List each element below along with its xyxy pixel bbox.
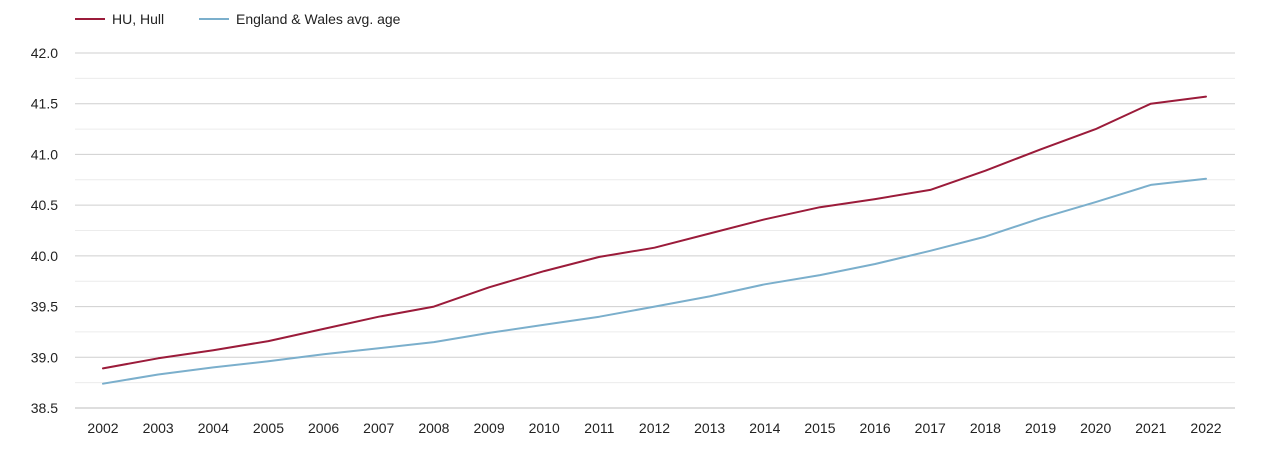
x-tick-label: 2018 — [970, 420, 1001, 436]
x-tick-label: 2003 — [143, 420, 174, 436]
x-tick-label: 2008 — [418, 420, 449, 436]
series-lines — [102, 95, 1207, 385]
x-tick-label: 2020 — [1080, 420, 1111, 436]
y-tick-label: 39.5 — [31, 299, 58, 315]
legend-label: HU, Hull — [112, 11, 164, 27]
x-tick-label: 2019 — [1025, 420, 1056, 436]
x-tick-label: 2009 — [473, 420, 504, 436]
x-tick-label: 2004 — [198, 420, 229, 436]
x-tick-label: 2022 — [1190, 420, 1221, 436]
x-tick-label: 2005 — [253, 420, 284, 436]
x-tick-label: 2007 — [363, 420, 394, 436]
legend: HU, Hull England & Wales avg. age — [75, 11, 401, 27]
y-tick-label: 42.0 — [31, 45, 58, 61]
y-tick-label: 41.0 — [31, 146, 58, 162]
x-tick-label: 2016 — [860, 420, 891, 436]
y-tick-label: 38.5 — [31, 400, 58, 416]
x-tick-label: 2014 — [749, 420, 780, 436]
x-tick-label: 2002 — [87, 420, 118, 436]
series-line-2 — [102, 177, 1207, 385]
legend-label: England & Wales avg. age — [236, 11, 401, 27]
x-tick-label: 2015 — [804, 420, 835, 436]
x-tick-label: 2006 — [308, 420, 339, 436]
x-axis: 2002 2003 2004 2005 2006 2007 2008 2009 2010 2011… — [87, 420, 1221, 436]
y-tick-label: 39.0 — [31, 349, 58, 365]
x-tick-label: 2012 — [639, 420, 670, 436]
y-axis: 38.5 39.0 39.5 40.0 40.5 41.0 41.5 42.0 — [31, 45, 58, 416]
x-tick-label: 2010 — [529, 420, 560, 436]
y-tick-label: 40.5 — [31, 197, 58, 213]
x-tick-label: 2011 — [584, 420, 614, 436]
x-tick-label: 2017 — [915, 420, 946, 436]
y-tick-label: 41.5 — [31, 96, 58, 112]
grid — [75, 52, 1235, 409]
x-tick-label: 2021 — [1135, 420, 1166, 436]
series-line-1 — [102, 95, 1207, 370]
x-tick-label: 2013 — [694, 420, 725, 436]
y-tick-label: 40.0 — [31, 248, 58, 264]
